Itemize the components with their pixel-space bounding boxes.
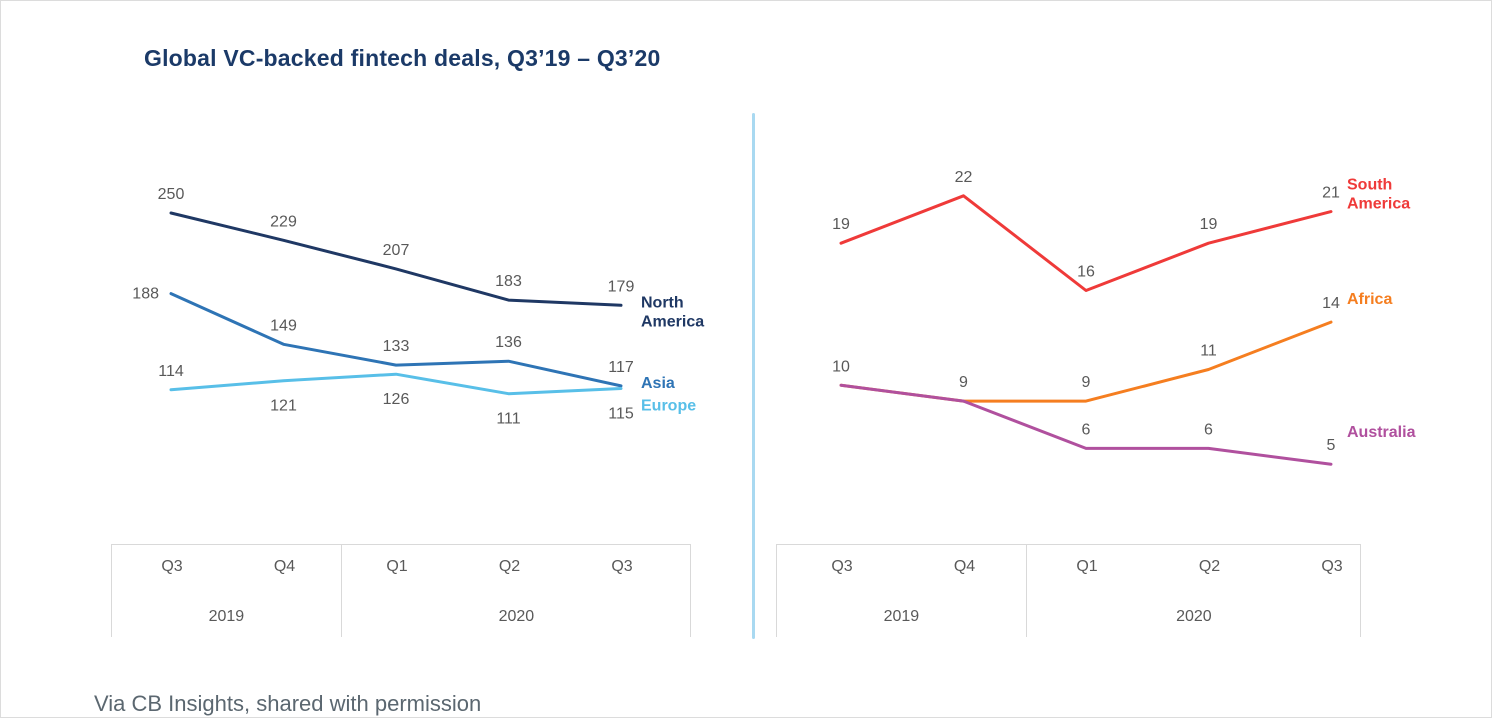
value-label-europe: 111 bbox=[496, 411, 520, 428]
value-label-south-america: 16 bbox=[1077, 264, 1095, 281]
value-label-north-america: 183 bbox=[495, 273, 522, 290]
value-label-africa: 9 bbox=[959, 374, 968, 391]
series-name-label-north-america: North America bbox=[641, 294, 704, 330]
value-label-australia: 6 bbox=[1204, 421, 1213, 438]
attribution-note: Via CB Insights, shared with permission bbox=[94, 691, 482, 716]
value-label-asia: 117 bbox=[608, 359, 634, 376]
value-label-africa: 11 bbox=[1200, 343, 1217, 360]
year-divider-line bbox=[1025, 545, 1027, 637]
value-label-asia: 136 bbox=[495, 334, 522, 351]
x-axis-year-label: 2019 bbox=[208, 608, 245, 625]
value-label-asia: 149 bbox=[270, 317, 297, 334]
series-name-label-south-america: South America bbox=[1347, 177, 1410, 213]
x-axis-year-label: 2020 bbox=[498, 608, 535, 625]
series-line-asia bbox=[169, 292, 623, 388]
x-axis-year-label: 2020 bbox=[1176, 608, 1212, 625]
value-label-europe: 115 bbox=[608, 406, 634, 423]
series-name-label-australia: Australia bbox=[1347, 424, 1416, 441]
x-axis-year-label: 2019 bbox=[883, 608, 920, 625]
year-divider-line bbox=[340, 545, 342, 637]
value-label-europe: 114 bbox=[158, 363, 184, 380]
series-line-australia bbox=[839, 383, 1333, 466]
series-line-europe bbox=[169, 372, 623, 396]
value-label-asia: 188 bbox=[132, 286, 159, 303]
value-label-north-america: 207 bbox=[383, 242, 410, 259]
series-line-south-america bbox=[839, 194, 1333, 292]
value-label-africa: 14 bbox=[1322, 295, 1340, 312]
x-axis-quarter-label: Q2 bbox=[1198, 558, 1221, 575]
value-label-south-america: 19 bbox=[1200, 216, 1218, 233]
x-axis-quarter-label: Q3 bbox=[611, 558, 633, 575]
value-label-australia: 6 bbox=[1082, 421, 1091, 438]
series-name-label-europe: Europe bbox=[641, 398, 696, 415]
chart-title: Global VC-backed fintech deals, Q3’19 – … bbox=[144, 45, 661, 71]
series-name-label-africa: Africa bbox=[1347, 291, 1392, 308]
x-axis-quarter-label: Q2 bbox=[498, 558, 521, 575]
series-line-north-america bbox=[169, 211, 623, 307]
value-label-south-america: 19 bbox=[832, 216, 850, 233]
x-axis-quarter-label: Q4 bbox=[953, 558, 976, 575]
value-label-north-america: 229 bbox=[270, 213, 297, 230]
x-axis-quarter-label: Q4 bbox=[273, 558, 296, 575]
value-label-africa: 9 bbox=[1082, 374, 1091, 391]
x-axis-quarter-label: Q1 bbox=[1076, 558, 1098, 575]
right-chart-south-america-africa-australia: 19 22 16 19 21 South America 10 9 9 11 14 Africa 6 6 5A… bbox=[832, 169, 1416, 466]
x-axis-right: Q3 Q4 Q1 Q2 Q3 2019 2020 bbox=[776, 544, 1361, 637]
x-axis-quarter-label: Q1 bbox=[386, 558, 408, 575]
left-chart-north-america-asia-europe: 250 229 207 183 179 North America 188 149 133 136 1… bbox=[132, 186, 704, 428]
value-label-australia: 5 bbox=[1327, 437, 1336, 454]
x-axis-quarter-label: Q3 bbox=[1321, 558, 1343, 575]
value-label-asia: 133 bbox=[383, 338, 410, 355]
value-label-europe: 121 bbox=[270, 398, 297, 415]
value-label-south-america: 22 bbox=[955, 169, 973, 186]
value-label-north-america: 179 bbox=[608, 278, 635, 295]
value-label-africa: 10 bbox=[832, 358, 850, 375]
x-axis-quarter-label: Q3 bbox=[161, 558, 183, 575]
series-name-label-asia: Asia bbox=[641, 375, 675, 392]
x-axis-left: Q3 Q4 Q1 Q2 Q3 2019 2020 bbox=[111, 544, 691, 637]
x-axis-quarter-label: Q3 bbox=[831, 558, 853, 575]
value-label-europe: 126 bbox=[383, 391, 410, 408]
value-label-north-america: 250 bbox=[158, 186, 185, 203]
panel-divider bbox=[752, 113, 755, 639]
value-label-south-america: 21 bbox=[1322, 185, 1340, 202]
